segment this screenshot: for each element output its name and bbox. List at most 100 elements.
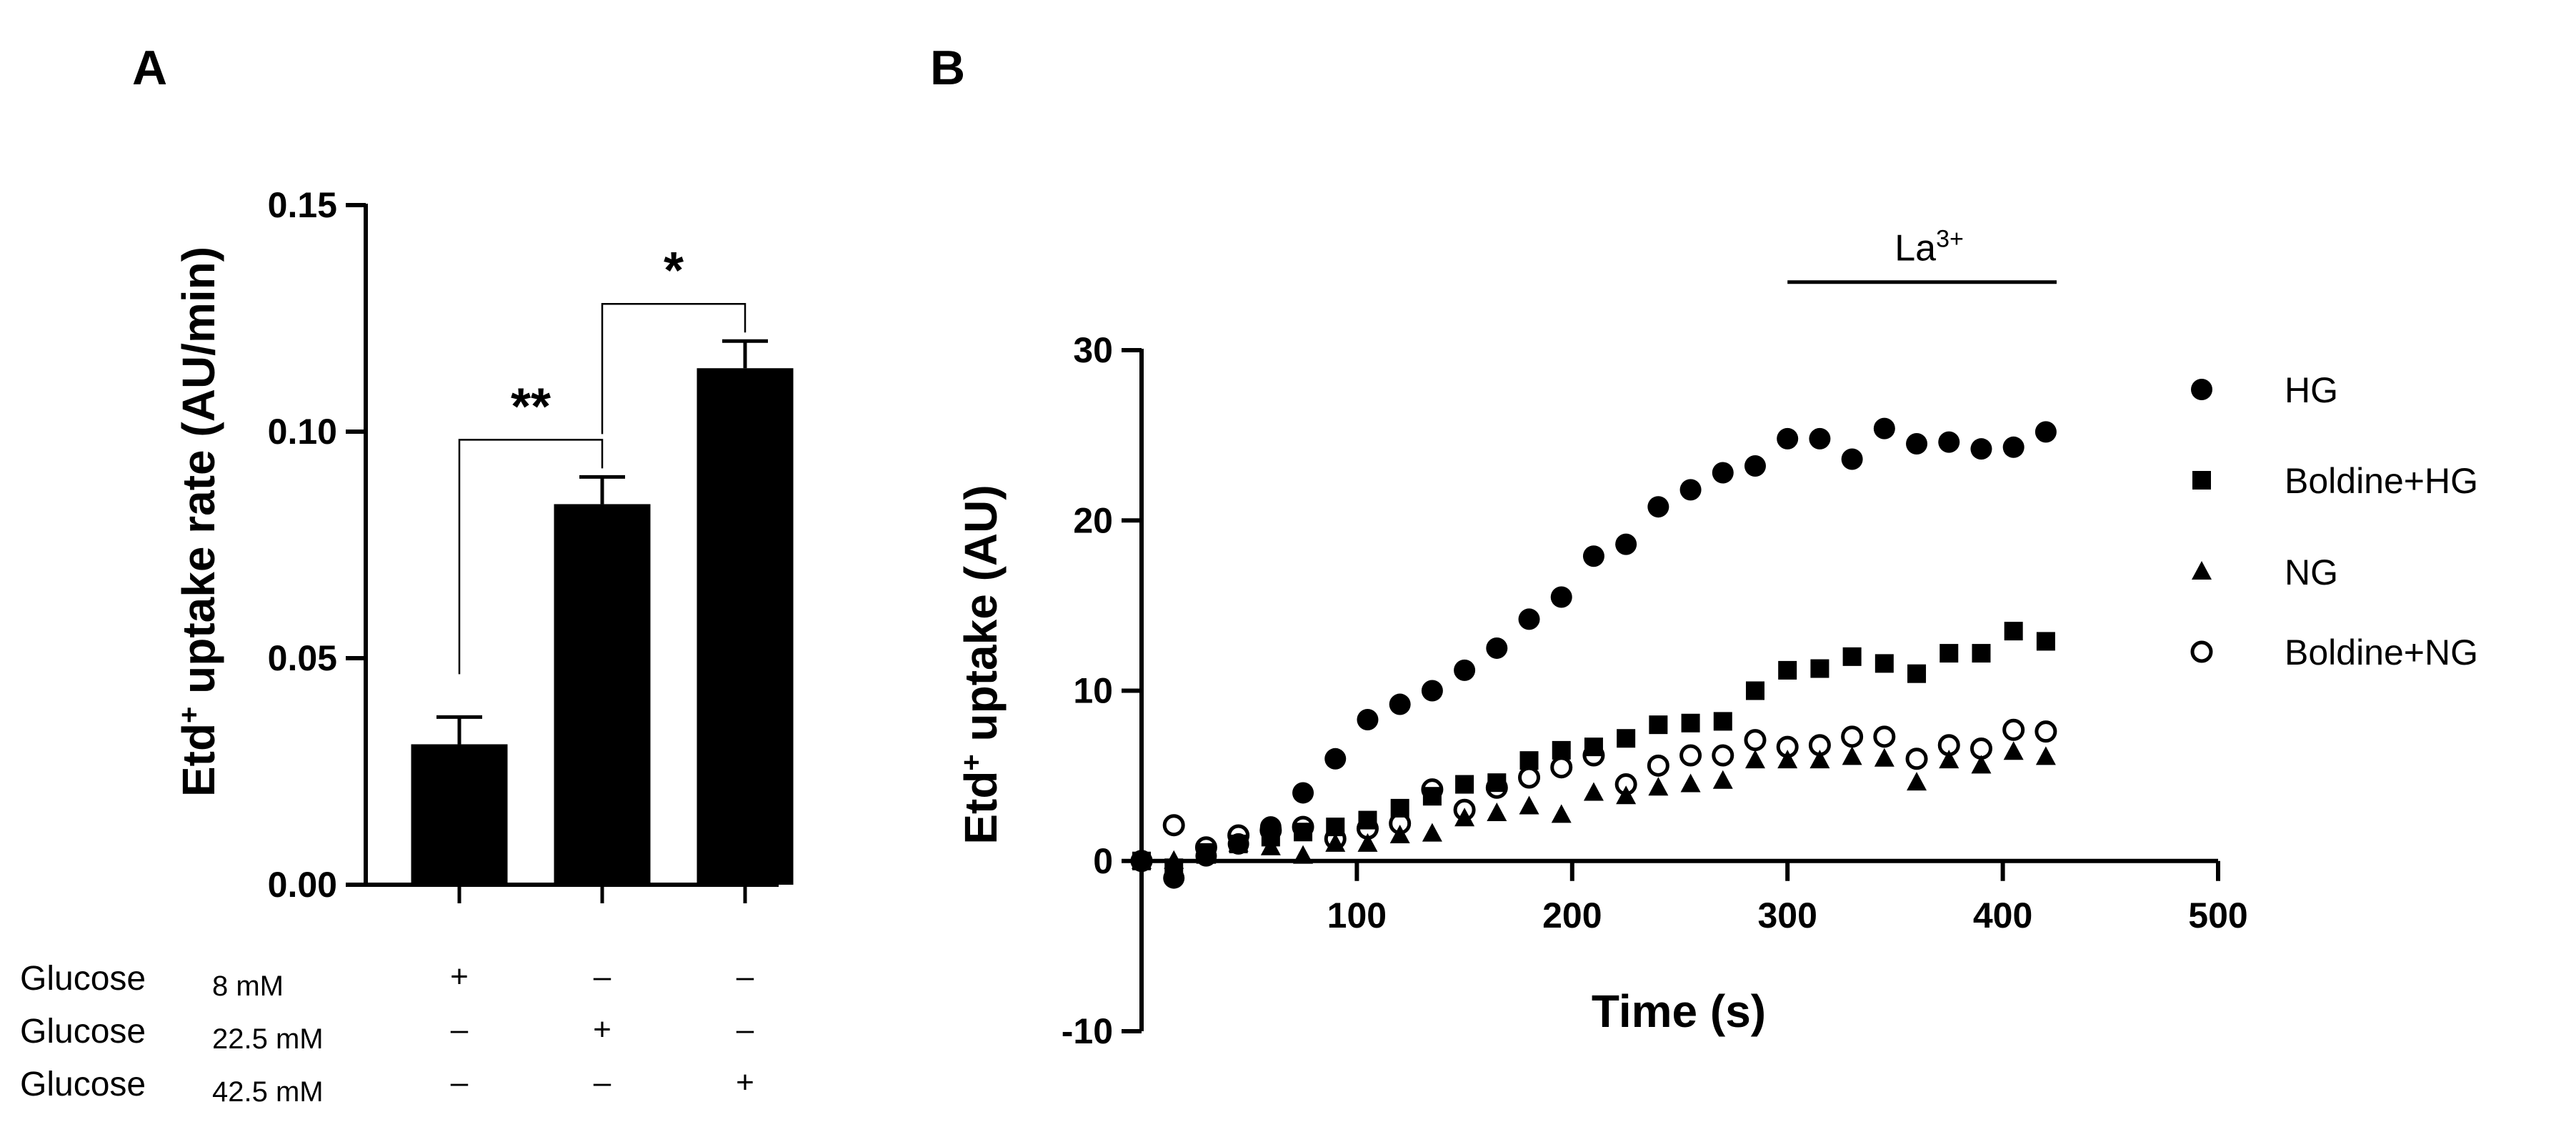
panel-b-point-hg xyxy=(1938,431,1960,453)
panel-a-condition-mark: – xyxy=(737,1012,754,1047)
panel-b-point-hg xyxy=(1906,433,1928,455)
panel-b-point-boldine-ng xyxy=(2002,718,2025,741)
panel-b-point-hg xyxy=(1679,479,1702,501)
panel-b-point-ng xyxy=(1712,770,1733,789)
panel-b-x-tick-label: 300 xyxy=(1757,895,1817,935)
panel-b-point-ng xyxy=(1809,750,1830,769)
panel-b-point-boldine-hg xyxy=(1358,810,1377,830)
panel-b-point-hg xyxy=(1292,782,1314,804)
panel-a-y-tick-label: 0.05 xyxy=(268,638,337,678)
panel-b-x-axis-title: Time (s) xyxy=(1592,985,1766,1037)
panel-b-point-boldine-ng xyxy=(1162,814,1185,837)
panel-b-x-tick-label: 400 xyxy=(1973,895,2032,935)
legend-marker-boldine-hg xyxy=(2192,471,2211,490)
panel-b-point-hg xyxy=(2002,436,2025,458)
panel-b-y-tick-label: 0 xyxy=(1093,841,1113,881)
panel-b-point-boldine-ng xyxy=(2035,720,2057,743)
legend-label-boldine-hg: Boldine+HG xyxy=(2285,461,2478,501)
panel-a-condition-mark: – xyxy=(594,1065,611,1100)
panel-b-point-ng xyxy=(1842,746,1862,765)
panel-b-point-boldine-hg xyxy=(1972,644,1991,663)
legend-label-ng: NG xyxy=(2285,552,2338,592)
panel-b-point-ng xyxy=(1487,803,1507,822)
panel-b-y-tick-label: 10 xyxy=(1073,671,1113,711)
panel-b-point-boldine-hg xyxy=(1455,775,1474,794)
panel-a-letter: A xyxy=(132,41,167,95)
panel-b-point-ng xyxy=(1357,833,1378,852)
panel-a-condition-mark: + xyxy=(450,959,469,994)
panel-a-condition-concentration: 42.5 mM xyxy=(212,1076,324,1108)
panel-b-point-ng xyxy=(1648,777,1669,796)
legend-label-hg: HG xyxy=(2285,370,2338,410)
panel-b-point-boldine-hg xyxy=(1584,738,1603,757)
panel-b-point-hg xyxy=(1131,850,1152,872)
panel-b-point-boldine-hg xyxy=(1552,740,1571,760)
panel-b-point-ng xyxy=(1422,823,1442,842)
panel-b-point-ng xyxy=(1583,782,1604,801)
panel-b-point-hg xyxy=(1841,448,1863,470)
panel-a-condition-mark: – xyxy=(737,959,754,994)
panel-b-point-hg xyxy=(1389,693,1411,715)
panel-a-condition-label: Glucose xyxy=(20,1066,146,1103)
panel-b-point-boldine-ng xyxy=(1518,766,1541,789)
panel-b-y-tick-label: 20 xyxy=(1073,500,1113,540)
panel-a-significance-label: * xyxy=(664,242,684,299)
panel-b-point-ng xyxy=(1454,808,1475,827)
panel-b-point-hg xyxy=(1615,533,1637,555)
panel-b-x-tick-label: 200 xyxy=(1542,895,1602,935)
panel-b-point-hg xyxy=(1809,427,1831,450)
panel-b-point-hg xyxy=(1324,748,1347,770)
panel-b-point-ng xyxy=(2003,741,2024,760)
panel-a-bar-3 xyxy=(697,368,794,885)
legend-label-boldine-ng: Boldine+NG xyxy=(2285,632,2478,672)
panel-b-point-boldine-hg xyxy=(1390,798,1409,818)
panel-a-bar-2 xyxy=(554,504,651,885)
panel-b-point-ng xyxy=(2035,746,2056,765)
panel-b-point-hg xyxy=(1647,496,1669,518)
panel-b-point-boldine-hg xyxy=(1810,659,1829,678)
panel-b-point-hg xyxy=(1227,833,1249,855)
panel-b-point-boldine-hg xyxy=(2036,632,2055,651)
panel-a-condition-concentration: 8 mM xyxy=(212,970,284,1002)
panel-b-point-ng xyxy=(1389,825,1410,844)
panel-b-point-boldine-ng xyxy=(1712,744,1734,767)
panel-b-point-boldine-ng xyxy=(1679,744,1702,767)
panel-b-point-ng xyxy=(1616,785,1637,805)
panel-b-point-hg xyxy=(1259,816,1282,838)
panel-b-point-boldine-hg xyxy=(1874,654,1894,673)
panel-b-point-boldine-ng xyxy=(1550,756,1573,779)
panel-b-point-hg xyxy=(1195,845,1217,867)
panel-b-point-hg xyxy=(2035,421,2057,443)
panel-b-point-hg xyxy=(1970,438,1992,460)
panel-a-condition-mark: + xyxy=(736,1065,754,1100)
panel-b-point-hg xyxy=(1582,545,1604,567)
panel-b-point-ng xyxy=(1551,804,1572,823)
panel-b-point-boldine-hg xyxy=(1422,787,1442,806)
panel-a-significance-label: ** xyxy=(511,378,551,435)
panel-b-point-boldine-hg xyxy=(1842,647,1862,666)
panel-b-point-ng xyxy=(1939,750,1960,769)
panel-b-point-boldine-hg xyxy=(1487,773,1507,793)
panel-b-point-boldine-hg xyxy=(1681,713,1700,733)
panel-a-y-axis-title: Etd+ uptake rate (AU/min) xyxy=(173,247,224,797)
panel-b-point-boldine-hg xyxy=(1907,664,1927,683)
panel-a-condition-mark: – xyxy=(451,1065,469,1100)
panel-b-point-ng xyxy=(1744,750,1765,769)
panel-b-point-boldine-ng xyxy=(1873,725,1896,748)
panel-b-point-boldine-ng xyxy=(1744,729,1767,752)
panel-a-significance-bracket xyxy=(601,302,747,435)
panel-b-point-boldine-hg xyxy=(1940,644,1959,663)
panel-b-point-ng xyxy=(1325,833,1346,852)
panel-a-condition-label: Glucose xyxy=(20,1013,146,1051)
panel-b-x-tick-label: 500 xyxy=(2188,895,2247,935)
panel-b-point-boldine-ng xyxy=(1841,725,1864,748)
panel-b-point-hg xyxy=(1421,680,1443,702)
panel-b-point-boldine-hg xyxy=(1778,660,1797,680)
panel-b-point-hg xyxy=(1486,637,1508,659)
panel-b-point-ng xyxy=(1519,795,1539,815)
panel-b-point-boldine-hg xyxy=(1649,715,1668,735)
panel-b-point-ng xyxy=(1971,755,1992,774)
panel-b-y-tick-label: -10 xyxy=(1062,1011,1113,1051)
panel-b-point-ng xyxy=(1293,845,1314,864)
